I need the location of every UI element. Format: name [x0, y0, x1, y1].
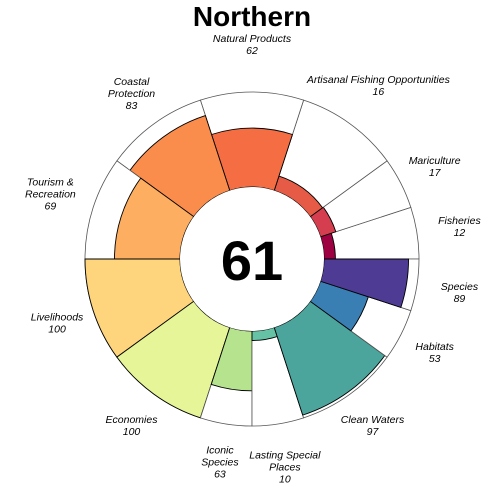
petals-group [84, 91, 420, 427]
petal-name: Iconic [206, 444, 234, 456]
petal-name: Coastal [114, 76, 150, 88]
petal-name: Mariculture [409, 155, 461, 167]
petal-name: Livelihoods [31, 311, 84, 323]
petal-name: Species [201, 456, 239, 468]
petal-label: Lasting Special Places 10 [249, 449, 321, 485]
petal-label: Livelihoods 100 [31, 311, 84, 335]
petal-score: 10 [279, 473, 291, 485]
labels-group: Fisheries 12 Mariculture 17 Artisanal Fishin… [25, 33, 481, 485]
petal-score: 12 [454, 227, 466, 239]
petal-label: Coastal Protection 83 [108, 76, 155, 112]
petal-name: Lasting Special [249, 449, 321, 461]
center-score: 61 [221, 229, 283, 292]
petal-score: 17 [429, 167, 442, 179]
petal-name: Economies [106, 414, 159, 426]
petal-label: Fisheries 12 [438, 215, 481, 239]
petal-name: Places [269, 461, 301, 473]
petal-label: Clean Waters 97 [341, 414, 405, 438]
petal-name: Species [441, 281, 479, 293]
petal-name: Fisheries [438, 215, 481, 227]
petal-label: Habitats 53 [415, 341, 454, 365]
petal-label: Species 89 [441, 281, 479, 305]
petal-name: Habitats [415, 341, 454, 353]
petal-label: Tourism & Recreation 69 [25, 176, 76, 212]
petal-name: Protection [108, 88, 155, 100]
petal-score: 100 [123, 426, 141, 438]
petal-score: 53 [429, 353, 441, 365]
petal-name: Artisanal Fishing Opportunities [306, 74, 451, 86]
petal-score: 62 [246, 45, 258, 57]
petal-score: 83 [126, 100, 138, 112]
petal-score: 16 [373, 86, 385, 98]
petal-label: Artisanal Fishing Opportunities 16 [306, 74, 451, 98]
petal-label: Iconic Species 63 [201, 444, 239, 480]
petal-name: Clean Waters [341, 414, 405, 426]
petal-label: Natural Products 62 [213, 33, 292, 57]
petal-score: 97 [367, 426, 380, 438]
petal-score: 69 [45, 200, 57, 212]
petal-score: 89 [454, 293, 466, 305]
petal-name: Natural Products [213, 33, 292, 45]
center-circle [180, 187, 324, 331]
petal-label: Mariculture 17 [409, 155, 461, 179]
petal-score: 100 [48, 323, 66, 335]
petal-label: Economies 100 [106, 414, 159, 438]
petal-score: 63 [214, 468, 226, 480]
petal-name: Tourism & [27, 176, 74, 188]
chart-title: Northern [193, 1, 311, 32]
petal-name: Recreation [25, 188, 76, 200]
